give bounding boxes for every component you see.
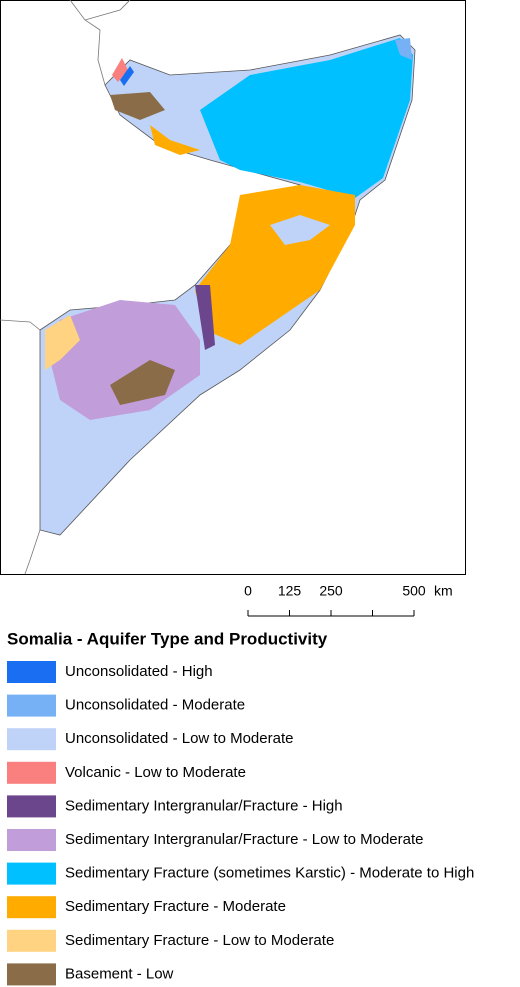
map: 0 125 250 500 km [0, 0, 466, 617]
scale-bar: 0 125 250 500 km [244, 583, 453, 617]
legend-label: Sedimentary Intergranular/Fracture - Low… [65, 831, 424, 848]
legend-label: Unconsolidated - High [65, 663, 213, 680]
legend-swatch [7, 963, 56, 986]
legend-label: Unconsolidated - Moderate [65, 697, 245, 714]
legend-title: Somalia - Aquifer Type and Productivity [7, 629, 328, 648]
neighbor-borders [0, 0, 131, 575]
legend-swatch [7, 795, 56, 818]
legend-label: Basement - Low [65, 965, 174, 982]
legend-label: Sedimentary Fracture (sometimes Karstic)… [65, 865, 474, 882]
legend-swatch [7, 661, 56, 683]
legend-swatch [7, 694, 56, 717]
legend-label: Sedimentary Fracture - Low to Moderate [65, 932, 334, 949]
legend-swatch [7, 728, 56, 751]
legend-swatch [7, 862, 56, 885]
legend: Somalia - Aquifer Type and Productivity … [7, 629, 474, 986]
somalia [39, 34, 416, 536]
scale-label: 0 [244, 583, 252, 599]
legend-swatch [7, 761, 56, 784]
legend-label: Sedimentary Intergranular/Fracture - Hig… [65, 797, 343, 814]
legend-label: Volcanic - Low to Moderate [65, 764, 246, 781]
legend-swatch [7, 829, 56, 851]
scale-label: 500 [402, 583, 426, 599]
scale-label: 250 [319, 583, 343, 599]
legend-label: Sedimentary Fracture - Moderate [65, 898, 286, 915]
scale-unit: km [434, 583, 453, 599]
legend-label: Unconsolidated - Low to Moderate [65, 730, 293, 747]
scale-label: 125 [278, 583, 302, 599]
legend-swatch [7, 929, 56, 952]
legend-swatch [7, 896, 56, 919]
